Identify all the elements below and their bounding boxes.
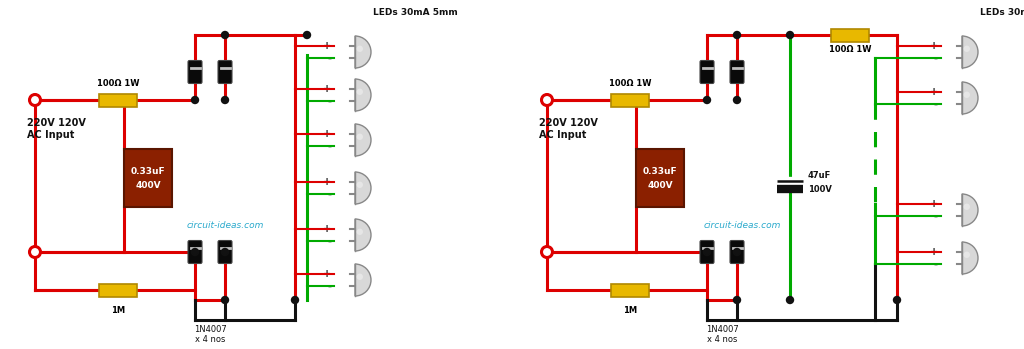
Wedge shape — [962, 194, 978, 226]
Text: -: - — [327, 96, 331, 106]
FancyBboxPatch shape — [730, 60, 744, 83]
FancyBboxPatch shape — [124, 149, 172, 207]
Text: -: - — [934, 259, 938, 269]
Circle shape — [292, 297, 299, 304]
Text: +: + — [930, 40, 938, 51]
Circle shape — [964, 46, 970, 52]
Circle shape — [356, 134, 362, 140]
FancyBboxPatch shape — [611, 94, 649, 106]
Circle shape — [356, 229, 362, 235]
Circle shape — [221, 31, 228, 38]
Text: 0.33uF: 0.33uF — [131, 166, 165, 176]
Text: 1N4007
x 4 nos: 1N4007 x 4 nos — [194, 325, 226, 344]
Circle shape — [356, 89, 362, 95]
Circle shape — [30, 95, 41, 105]
FancyBboxPatch shape — [218, 240, 232, 263]
Circle shape — [356, 46, 362, 52]
Circle shape — [221, 97, 228, 104]
Text: LEDs 30mA 5mm: LEDs 30mA 5mm — [373, 8, 458, 17]
Wedge shape — [355, 79, 371, 111]
Text: +: + — [930, 247, 938, 257]
Text: 100V: 100V — [808, 186, 831, 194]
Text: circuit-ideas.com: circuit-ideas.com — [703, 221, 780, 230]
Circle shape — [191, 97, 199, 104]
Text: 100Ω 1W: 100Ω 1W — [608, 79, 651, 88]
Wedge shape — [355, 36, 371, 68]
Text: +: + — [323, 177, 331, 187]
Text: +: + — [323, 128, 331, 139]
Text: 100Ω 1W: 100Ω 1W — [828, 45, 871, 54]
Text: 0.33uF: 0.33uF — [643, 166, 677, 176]
Circle shape — [733, 31, 740, 38]
Wedge shape — [355, 124, 371, 156]
Circle shape — [703, 248, 711, 255]
Text: +: + — [323, 224, 331, 233]
FancyBboxPatch shape — [700, 240, 714, 263]
FancyBboxPatch shape — [99, 94, 137, 106]
Text: +: + — [930, 199, 938, 209]
Text: -: - — [934, 99, 938, 109]
Circle shape — [733, 97, 740, 104]
Wedge shape — [355, 172, 371, 204]
FancyBboxPatch shape — [831, 29, 869, 42]
Wedge shape — [355, 219, 371, 251]
Circle shape — [964, 91, 970, 98]
Circle shape — [733, 297, 740, 304]
Text: -: - — [327, 236, 331, 246]
FancyBboxPatch shape — [218, 60, 232, 83]
Circle shape — [786, 297, 794, 304]
Circle shape — [964, 203, 970, 210]
Circle shape — [356, 181, 362, 188]
Text: 1M: 1M — [111, 306, 125, 315]
FancyBboxPatch shape — [188, 240, 202, 263]
Circle shape — [191, 248, 199, 255]
Text: +: + — [323, 40, 331, 51]
Wedge shape — [355, 264, 371, 296]
Text: -: - — [327, 281, 331, 291]
Circle shape — [356, 274, 362, 280]
Text: -: - — [327, 141, 331, 151]
Text: 400V: 400V — [647, 180, 673, 190]
Text: +: + — [930, 87, 938, 97]
Circle shape — [30, 246, 41, 258]
Text: LEDs 30mA 5mm: LEDs 30mA 5mm — [980, 8, 1024, 17]
Circle shape — [303, 31, 310, 38]
Text: circuit-ideas.com: circuit-ideas.com — [186, 221, 264, 230]
Text: 220V 120V
AC Input: 220V 120V AC Input — [539, 118, 598, 140]
FancyBboxPatch shape — [611, 283, 649, 297]
Text: -: - — [327, 53, 331, 64]
Text: -: - — [934, 53, 938, 64]
FancyBboxPatch shape — [700, 60, 714, 83]
Text: -: - — [327, 190, 331, 199]
Circle shape — [703, 97, 711, 104]
FancyBboxPatch shape — [188, 60, 202, 83]
FancyBboxPatch shape — [99, 283, 137, 297]
Text: -: - — [934, 211, 938, 221]
Wedge shape — [962, 242, 978, 274]
Text: +: + — [323, 84, 331, 94]
FancyBboxPatch shape — [636, 149, 684, 207]
Wedge shape — [962, 36, 978, 68]
Circle shape — [221, 297, 228, 304]
Text: 220V 120V
AC Input: 220V 120V AC Input — [27, 118, 86, 140]
Circle shape — [542, 246, 553, 258]
FancyBboxPatch shape — [730, 240, 744, 263]
Text: 100Ω 1W: 100Ω 1W — [96, 79, 139, 88]
Text: 1N4007
x 4 nos: 1N4007 x 4 nos — [706, 325, 738, 344]
Circle shape — [786, 31, 794, 38]
Circle shape — [733, 248, 740, 255]
Text: +: + — [323, 269, 331, 279]
Text: 400V: 400V — [135, 180, 161, 190]
Circle shape — [964, 252, 970, 258]
Circle shape — [221, 248, 228, 255]
Circle shape — [542, 95, 553, 105]
Text: 47uF: 47uF — [808, 171, 831, 179]
Circle shape — [894, 297, 900, 304]
Wedge shape — [962, 82, 978, 114]
Text: 1M: 1M — [623, 306, 637, 315]
